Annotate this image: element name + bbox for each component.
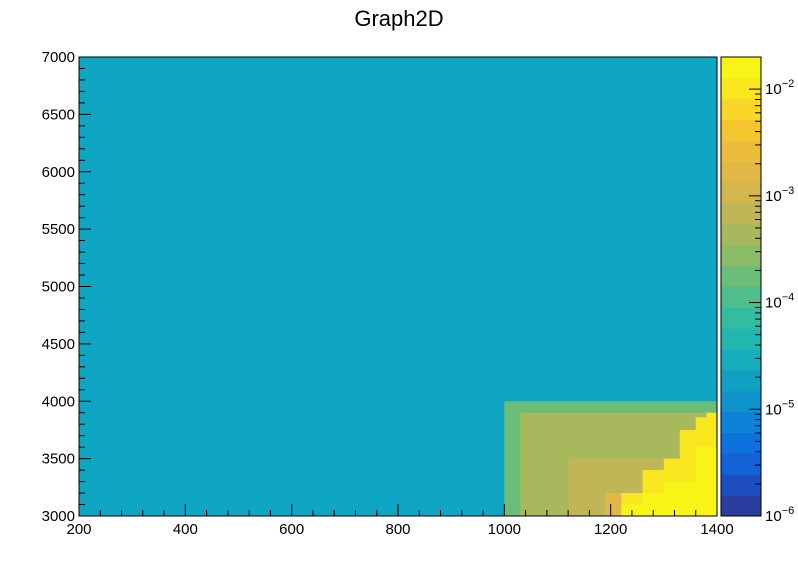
colorbar-tick-label: 10−4	[765, 292, 794, 312]
colorbar-segment	[721, 223, 761, 246]
axes: 200 400 600 800 1000 1200 1400 3000 3500 4000 4500…	[42, 49, 734, 538]
plot-area	[79, 57, 717, 516]
y-tick-label: 7000	[42, 49, 75, 66]
colorbar-segment	[721, 432, 761, 454]
x-tick-label: 1200	[594, 521, 627, 538]
y-tick-label: 4500	[42, 336, 75, 353]
colorbar-segment	[721, 411, 761, 434]
y-tick-label: 5000	[42, 279, 75, 296]
colorbar-segment	[721, 349, 761, 371]
heatmap-cell	[695, 447, 717, 471]
colorbar-segment	[721, 98, 761, 121]
x-tick-label: 800	[385, 521, 410, 538]
colorbar-segment	[721, 244, 761, 267]
colorbar-segment	[721, 161, 761, 183]
colorbar-segment	[721, 307, 761, 329]
y-tick-label: 3000	[42, 508, 75, 525]
y-tick-label: 5500	[42, 221, 75, 238]
x-tick-label: 1000	[488, 521, 521, 538]
colorbar-segment	[721, 390, 761, 413]
y-tick-label: 6500	[42, 106, 75, 123]
colorbar-frame	[720, 56, 762, 517]
heatmap-cell	[679, 493, 696, 505]
colorbar-tick-label: 10−2	[765, 78, 794, 98]
y-tick-label: 4000	[42, 393, 75, 410]
colorbar-segment	[721, 57, 761, 79]
colorbar-tick-label: 10−5	[765, 398, 794, 418]
colorbar-segment	[721, 265, 761, 287]
heatmap-cell	[642, 493, 664, 516]
colorbar-segment	[721, 474, 761, 496]
x-tick-label: 1400	[700, 521, 733, 538]
y-tick-label: 3500	[42, 451, 75, 468]
colorbar-tick-label: 10−3	[765, 185, 794, 205]
x-tick-label: 600	[279, 521, 304, 538]
chart-title: Graph2D	[354, 6, 443, 31]
colorbar-segment	[721, 328, 761, 350]
colorbar-tick-label: 10−6	[765, 505, 794, 525]
colorbar: 10−6 10−5 10−4 10−3 10−2	[720, 56, 794, 525]
colorbar-segment	[721, 286, 761, 308]
colorbar-segment	[721, 453, 761, 475]
colorbar-segment	[721, 182, 761, 204]
x-tick-label: 400	[173, 521, 198, 538]
heatmap-cell	[695, 470, 717, 516]
y-tick-label: 6000	[42, 164, 75, 181]
colorbar-segment	[721, 140, 761, 162]
colorbar-segment	[721, 119, 761, 141]
colorbar-segment	[721, 495, 761, 517]
colorbar-segment	[721, 77, 761, 100]
x-tick-label: 200	[66, 521, 91, 538]
colorbar-segment	[721, 369, 761, 392]
colorbar-segment	[721, 203, 761, 225]
